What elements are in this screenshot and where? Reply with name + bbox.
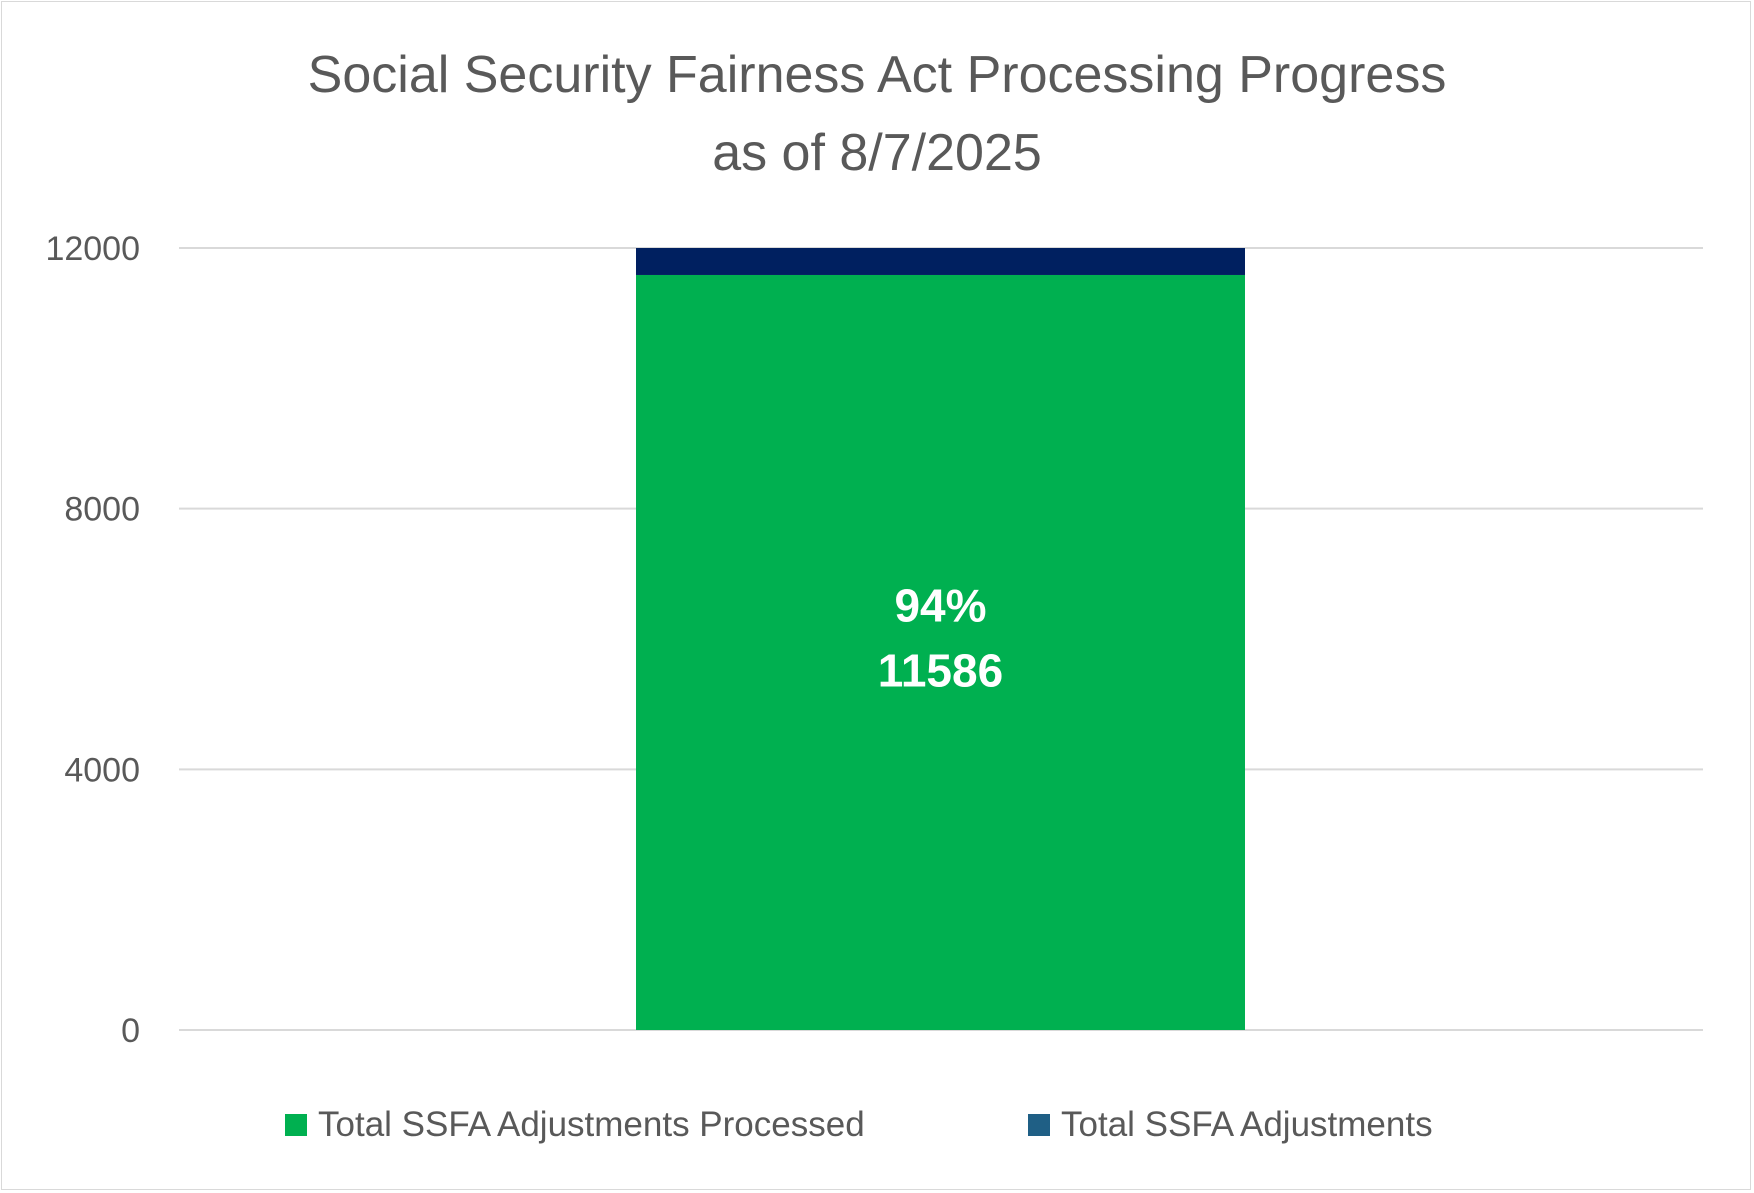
y-tick-label: 8000 xyxy=(64,491,140,529)
legend-swatch-2 xyxy=(1028,1114,1050,1136)
legend-label-1: Total SSFA Adjustments Processed xyxy=(318,1105,865,1144)
y-tick-label: 4000 xyxy=(64,751,140,789)
bar-segment-1 xyxy=(636,274,1245,1030)
data-label-percent: 94% xyxy=(894,579,986,631)
legend-label-2: Total SSFA Adjustments xyxy=(1061,1105,1433,1144)
chart-title: Social Security Fairness Act Processing … xyxy=(307,46,1447,104)
chart-subtitle: as of 8/7/2025 xyxy=(712,124,1042,182)
y-tick-label: 12000 xyxy=(45,230,140,268)
y-tick-label: 0 xyxy=(121,1012,140,1050)
bar-segment-2 xyxy=(636,248,1245,275)
data-label-value: 11586 xyxy=(878,644,1003,696)
legend-swatch-1 xyxy=(285,1114,307,1136)
